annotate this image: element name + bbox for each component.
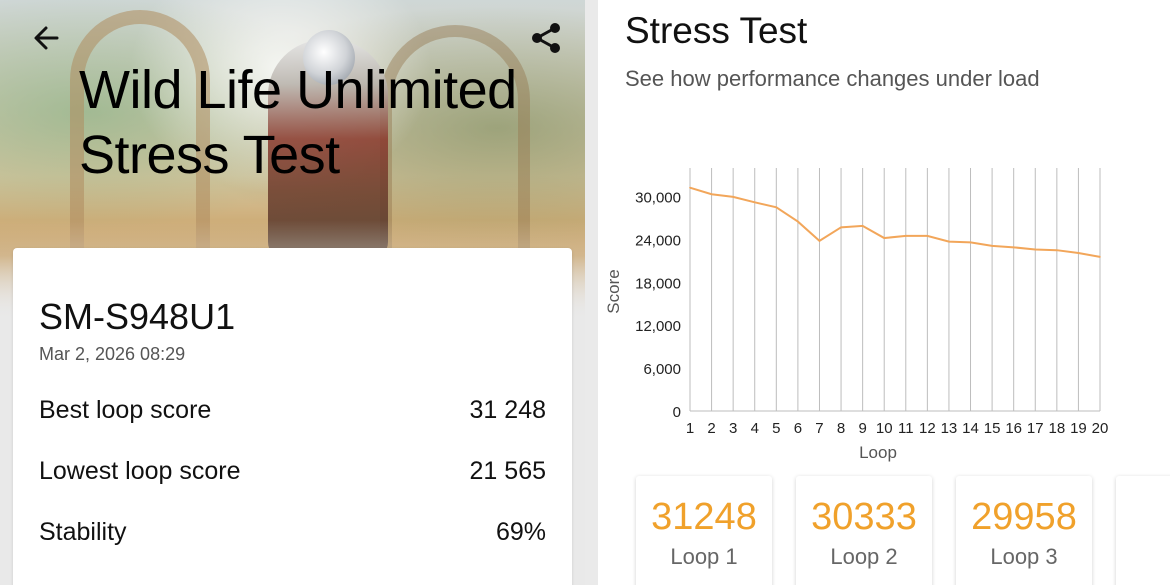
result-card: SM-S948U1 Mar 2, 2026 08:29 Best loop sc… xyxy=(13,248,572,585)
chart-x-tick-label: 17 xyxy=(1027,420,1044,437)
chart-point xyxy=(1077,252,1080,254)
chart-x-tick-label: 11 xyxy=(898,420,914,437)
chart-y-tick-label: 24,000 xyxy=(635,232,681,249)
loop-score: 30333 xyxy=(811,496,917,538)
chart-point xyxy=(1099,256,1101,258)
chart-x-tick-label: 10 xyxy=(876,420,893,437)
lowest-score-row: Lowest loop score 21 565 xyxy=(39,457,546,486)
page-title: Wild Life Unlimited Stress Test xyxy=(79,60,517,185)
chart-x-tick-label: 16 xyxy=(1005,420,1022,437)
chart-x-tick-label: 15 xyxy=(984,420,1001,437)
chart-point xyxy=(1012,246,1015,249)
chart-point xyxy=(732,196,734,198)
chart-x-tick-label: 5 xyxy=(772,420,780,437)
hero-arch-left xyxy=(70,10,210,250)
best-score-value: 31 248 xyxy=(469,396,546,424)
loop-cards: 31248 Loop 1 30333 Loop 2 29958 Loop 3 xyxy=(636,476,1170,585)
loop-card[interactable]: 29958 Loop 3 xyxy=(956,476,1092,585)
share-icon xyxy=(532,23,560,53)
chart-x-tick-label: 6 xyxy=(794,420,802,437)
arrow-left-icon xyxy=(34,26,59,50)
chart-point xyxy=(818,240,821,242)
chart-x-tick-label: 20 xyxy=(1092,420,1109,437)
stress-title: Stress Test xyxy=(625,10,808,51)
stability-value: 69% xyxy=(495,518,546,546)
chart-point xyxy=(861,225,864,227)
lowest-score-value: 21 565 xyxy=(469,457,546,485)
chart-point xyxy=(797,220,799,223)
best-score-row: Best loop score 31 248 xyxy=(39,396,546,425)
chart-y-tick-label: 18,000 xyxy=(635,275,681,292)
lowest-score-label: Lowest loop score xyxy=(39,457,241,485)
chart-point xyxy=(840,226,842,229)
chart-point xyxy=(689,186,691,189)
chart-point xyxy=(926,235,929,237)
stability-row: Stability 69% xyxy=(39,518,546,547)
chart-x-tick-label: 9 xyxy=(858,420,866,437)
chart-x-tick-label: 14 xyxy=(962,420,979,437)
stress-subtitle: See how performance changes under load xyxy=(625,66,1040,91)
chart-x-tick-label: 12 xyxy=(919,420,936,437)
chart-x-tick-label: 2 xyxy=(707,420,715,437)
device-name: SM-S948U1 xyxy=(39,296,236,337)
chart-point xyxy=(904,235,907,237)
loop-label: Loop 1 xyxy=(670,544,738,569)
chart-series-line xyxy=(689,186,1101,258)
chart-x-tick-label: 8 xyxy=(837,420,845,437)
loop-card[interactable]: 30333 Loop 2 xyxy=(796,476,932,585)
chart-x-tick-label: 13 xyxy=(941,420,958,437)
chart-point xyxy=(991,245,993,247)
chart-y-tick-label: 6,000 xyxy=(643,361,681,378)
best-score-label: Best loop score xyxy=(39,396,212,424)
test-date: Mar 2, 2026 08:29 xyxy=(39,344,186,364)
stress-test-panel: Stress Test See how performance changes … xyxy=(598,0,1170,585)
chart-point xyxy=(1034,248,1037,251)
chart-point xyxy=(969,241,972,244)
loop-label: Loop 2 xyxy=(830,544,898,569)
loop-card[interactable]: 31248 Loop 1 xyxy=(636,476,772,585)
hero-helmet xyxy=(303,30,355,85)
chart-point xyxy=(775,206,778,209)
chart-x-tick-label: 19 xyxy=(1070,420,1087,437)
stability-label: Stability xyxy=(39,518,127,546)
chart-x-axis-label: Loop xyxy=(859,443,897,462)
chart-x-tick-label: 3 xyxy=(729,420,737,437)
chart-x-tick-label: 1 xyxy=(686,420,694,437)
chart-point xyxy=(883,237,886,239)
chart-y-tick-label: 0 xyxy=(673,404,681,421)
chart-x-tick-label: 4 xyxy=(751,420,759,437)
loop-card-partial[interactable] xyxy=(1116,476,1170,585)
chart-point xyxy=(753,201,756,204)
chart-x-tick-label: 7 xyxy=(815,420,823,437)
chart-point xyxy=(1056,249,1058,251)
result-panel: Wild Life Unlimited Stress Test SM-S948U… xyxy=(0,0,585,585)
chart-y-axis-label: Score xyxy=(604,269,623,313)
loop-label: Loop 3 xyxy=(990,544,1058,569)
loop-score: 31248 xyxy=(651,496,757,538)
back-button[interactable] xyxy=(26,18,66,58)
loop-score: 29958 xyxy=(971,496,1077,538)
chart-point xyxy=(948,240,950,243)
share-button[interactable] xyxy=(526,18,566,58)
chart-y-tick-label: 12,000 xyxy=(635,318,681,335)
chart-point xyxy=(710,193,713,196)
chart-y-tick-label: 30,000 xyxy=(635,190,681,207)
chart-x-tick-label: 18 xyxy=(1048,420,1065,437)
